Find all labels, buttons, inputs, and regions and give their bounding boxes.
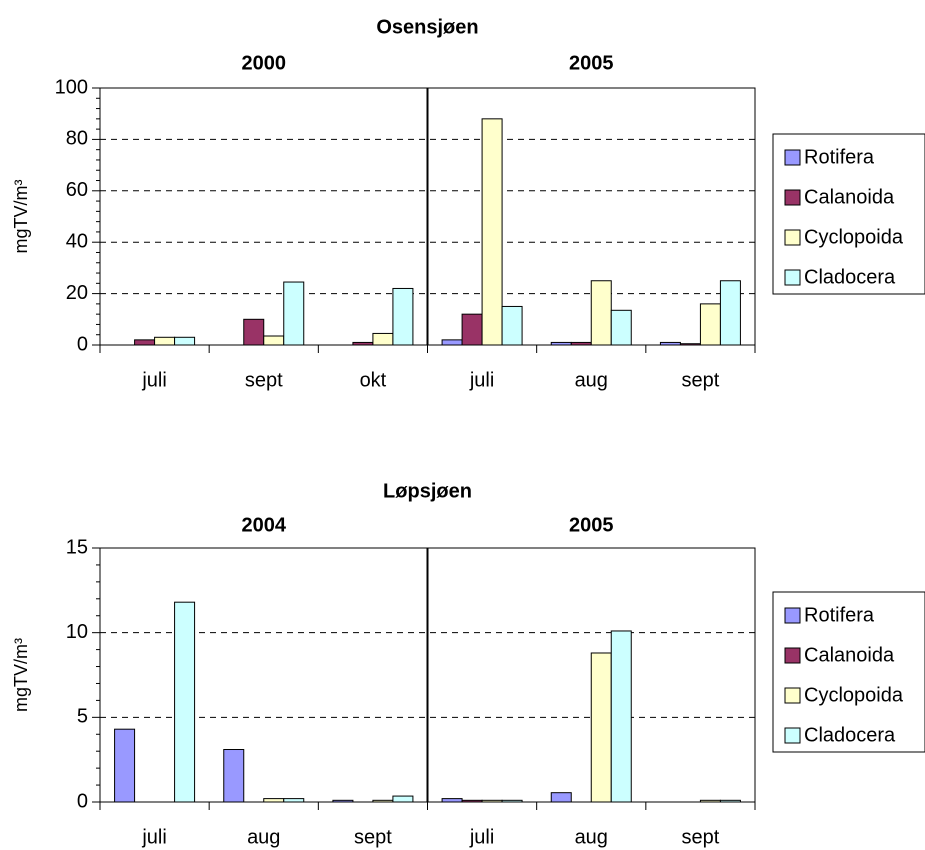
bar-cladocera-sept — [283, 281, 305, 346]
x-category-label: juli — [469, 826, 494, 848]
legend-swatch-calanoida — [784, 647, 801, 664]
bar-cladocera-sept — [719, 280, 741, 346]
x-category-label: sept — [245, 369, 283, 391]
bar-calanoida-sept — [679, 343, 701, 346]
bar-cyclopoida-sept — [699, 303, 721, 346]
chart-osensjoen: Osensjøen 2000 2005 0 20 40 60 80 100 juli sept okt… — [11, 16, 925, 391]
bar-cladocera-sept — [719, 799, 741, 803]
x-category-label: aug — [247, 826, 280, 848]
bar-cyclopoida-juli — [154, 336, 176, 346]
bar-cyclopoida-juli — [481, 799, 503, 803]
bar-cladocera-aug — [283, 798, 305, 803]
bar-calanoida-juli — [461, 799, 483, 803]
legend: Rotifera Calanoida Cyclopoida Cladocera — [772, 591, 925, 753]
bar-rotifera-sept — [659, 341, 681, 346]
y-axis-label: mgTV/m³ — [11, 638, 31, 712]
x-category-label: aug — [575, 369, 608, 391]
bar-cladocera-juli — [174, 601, 196, 803]
bar-rotifera-sept — [332, 799, 354, 803]
legend-label-cyclopoida: Cyclopoida — [804, 226, 904, 248]
bar-calanoida-aug — [570, 341, 592, 346]
chart-lopsjoen: Løpsjøen 2004 2005 0 5 10 15 juli aug sept juli aug… — [11, 480, 925, 848]
group-label: 2004 — [242, 514, 287, 536]
x-category-label: sept — [682, 826, 720, 848]
bar-calanoida-juli — [134, 339, 156, 346]
x-category-label: okt — [360, 369, 387, 391]
y-tick-label: 5 — [77, 706, 88, 728]
bar-cyclopoida-aug — [263, 798, 285, 803]
bar-calanoida-okt — [352, 341, 374, 346]
legend-label-cyclopoida: Cyclopoida — [804, 684, 904, 706]
bar-cyclopoida-juli — [481, 118, 503, 346]
y-tick-label: 80 — [66, 128, 88, 150]
y-tick-label: 15 — [66, 536, 88, 558]
legend-label-calanoida: Calanoida — [804, 644, 895, 666]
bar-cyclopoida-aug — [590, 652, 612, 803]
bar-calanoida-juli — [461, 313, 483, 346]
x-category-label: sept — [354, 826, 392, 848]
legend-swatch-cyclopoida — [784, 687, 801, 704]
chart-title: Løpsjøen — [383, 480, 472, 502]
y-tick-label: 60 — [66, 179, 88, 201]
legend-swatch-rotifera — [784, 149, 801, 166]
group-label: 2000 — [242, 52, 287, 74]
bar-cladocera-juli — [174, 336, 196, 346]
legend-swatch-rotifera — [784, 607, 801, 624]
bar-cladocera-sept — [392, 795, 414, 803]
x-category-label: juli — [469, 369, 494, 391]
bar-cladocera-juli — [501, 305, 523, 346]
legend-label-rotifera: Rotifera — [804, 604, 875, 626]
bar-calanoida-sept — [243, 318, 265, 346]
legend-label-cladocera: Cladocera — [804, 724, 896, 746]
x-category-label: juli — [141, 369, 166, 391]
chart-title: Osensjøen — [376, 16, 478, 38]
bar-cladocera-juli — [501, 799, 523, 803]
legend-swatch-cladocera — [784, 269, 801, 286]
x-category-label: aug — [575, 826, 608, 848]
bar-rotifera-aug — [550, 341, 572, 346]
x-category-label: sept — [682, 369, 720, 391]
bar-cyclopoida-okt — [372, 332, 394, 346]
legend-swatch-cyclopoida — [784, 229, 801, 246]
y-tick-label: 10 — [66, 621, 88, 643]
bar-cladocera-okt — [392, 287, 414, 346]
bar-cyclopoida-sept — [372, 799, 394, 803]
y-tick-label: 0 — [77, 333, 88, 355]
group-label: 2005 — [569, 52, 614, 74]
legend-swatch-cladocera — [784, 727, 801, 744]
legend-swatch-calanoida — [784, 189, 801, 206]
legend-label-calanoida: Calanoida — [804, 186, 895, 208]
y-tick-label: 100 — [55, 76, 88, 98]
y-tick-label: 40 — [66, 230, 88, 252]
bar-rotifera-juli — [114, 728, 136, 803]
bar-rotifera-juli — [441, 339, 463, 346]
legend-label-cladocera: Cladocera — [804, 266, 896, 288]
bar-rotifera-juli — [441, 798, 463, 803]
bar-cladocera-aug — [610, 309, 632, 346]
bar-cladocera-aug — [610, 630, 632, 803]
legend-label-rotifera: Rotifera — [804, 146, 875, 168]
y-tick-label: 20 — [66, 282, 88, 304]
bar-cyclopoida-sept — [699, 799, 721, 803]
bar-cyclopoida-aug — [590, 280, 612, 346]
group-label: 2005 — [569, 514, 614, 536]
bar-rotifera-aug — [223, 749, 245, 803]
bar-cyclopoida-sept — [263, 335, 285, 346]
y-axis-label: mgTV/m³ — [11, 179, 31, 253]
legend: Rotifera Calanoida Cyclopoida Cladocera — [772, 133, 925, 295]
x-category-label: juli — [141, 826, 166, 848]
y-tick-label: 0 — [77, 790, 88, 812]
bar-rotifera-aug — [550, 792, 572, 803]
